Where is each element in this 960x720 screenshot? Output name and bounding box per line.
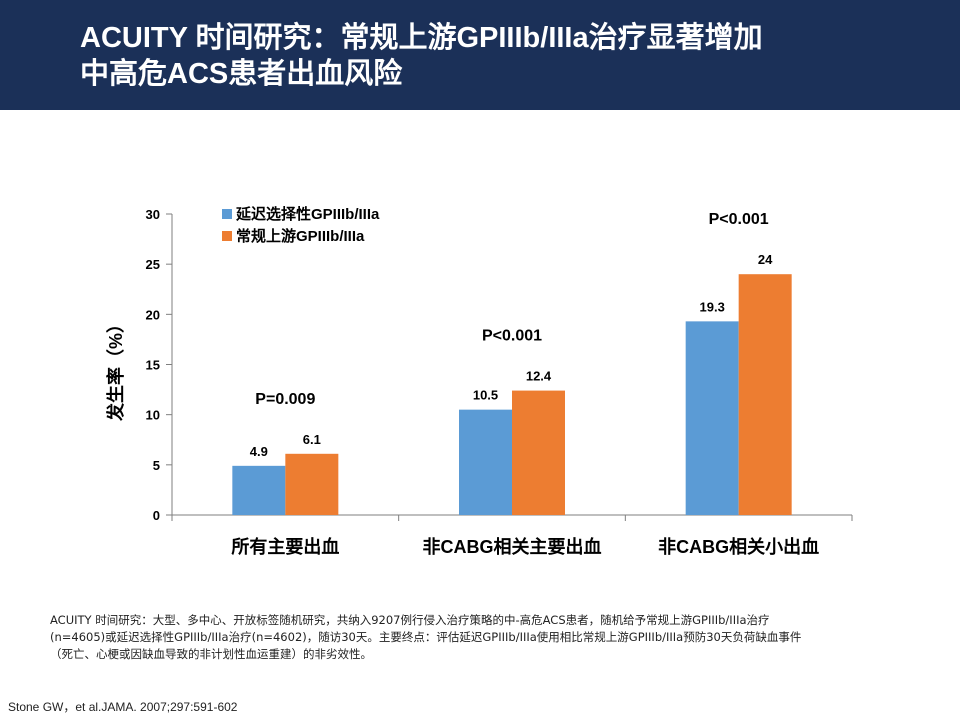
legend-label: 常规上游GPIIIb/IIIa <box>236 227 365 245</box>
bar-value-label: 10.5 <box>473 388 498 403</box>
bar-value-label: 6.1 <box>303 432 321 447</box>
y-tick-label: 10 <box>146 408 160 423</box>
study-description-line-1: ACUITY 时间研究：大型、多中心、开放标签随机研究，共纳入9207例行侵入治… <box>50 613 770 627</box>
bar-chart: 0 5 10 15 20 25 30 发生率（%） 4.9 6.1 P=0.009 所有主要出血 10.… <box>105 205 853 557</box>
y-tick-label: 30 <box>146 207 160 222</box>
y-tick-label: 15 <box>146 358 160 373</box>
bar-delayed <box>459 409 512 515</box>
bar-delayed <box>685 321 739 515</box>
legend-swatch <box>222 209 232 219</box>
x-category-label: 非CABG相关小出血 <box>658 536 819 557</box>
y-tick-label: 25 <box>146 257 160 272</box>
y-axis-title: 发生率（%） <box>105 315 126 422</box>
bar-value-label: 24 <box>758 252 773 267</box>
study-description-line-3: （死亡、心梗或因缺血导致的非计划性血运重建）的非劣效性。 <box>50 647 372 661</box>
study-description: ACUITY 时间研究：大型、多中心、开放标签随机研究，共纳入9207例行侵入治… <box>50 612 930 663</box>
bar-upstream <box>285 453 339 515</box>
p-value-label: P<0.001 <box>482 328 542 345</box>
legend-label: 延迟选择性GPIIIb/IIIa <box>235 205 380 223</box>
slide-title: ACUITY 时间研究：常规上游GPIIIb/IIIa治疗显著增加 中高危ACS… <box>80 20 940 92</box>
y-tick-label: 5 <box>153 458 160 473</box>
bar-value-label: 19.3 <box>700 299 725 314</box>
slide-title-line-2: 中高危ACS患者出血风险 <box>80 58 403 90</box>
bar-upstream <box>738 274 792 515</box>
study-description-line-2: (n=4605)或延迟选择性GPIIIb/IIIa治疗(n=4602)，随访30… <box>50 630 802 644</box>
bar-delayed <box>232 465 286 515</box>
reference-citation: Stone GW，et al.JAMA. 2007;297:591-602 <box>8 700 238 714</box>
bar-value-label: 12.4 <box>526 369 552 384</box>
x-category-label: 非CABG相关主要出血 <box>423 536 602 557</box>
bar-upstream <box>512 390 565 515</box>
y-tick-label: 0 <box>153 508 160 523</box>
title-bar: ACUITY 时间研究：常规上游GPIIIb/IIIa治疗显著增加 中高危ACS… <box>0 0 960 110</box>
slide-title-line-1: ACUITY 时间研究：常规上游GPIIIb/IIIa治疗显著增加 <box>80 22 763 54</box>
y-tick-label: 20 <box>146 307 160 322</box>
legend-swatch <box>222 231 232 241</box>
p-value-label: P=0.009 <box>255 391 315 408</box>
bar-value-label: 4.9 <box>250 444 268 459</box>
x-category-label: 所有主要出血 <box>231 536 339 557</box>
p-value-label: P<0.001 <box>709 211 769 228</box>
